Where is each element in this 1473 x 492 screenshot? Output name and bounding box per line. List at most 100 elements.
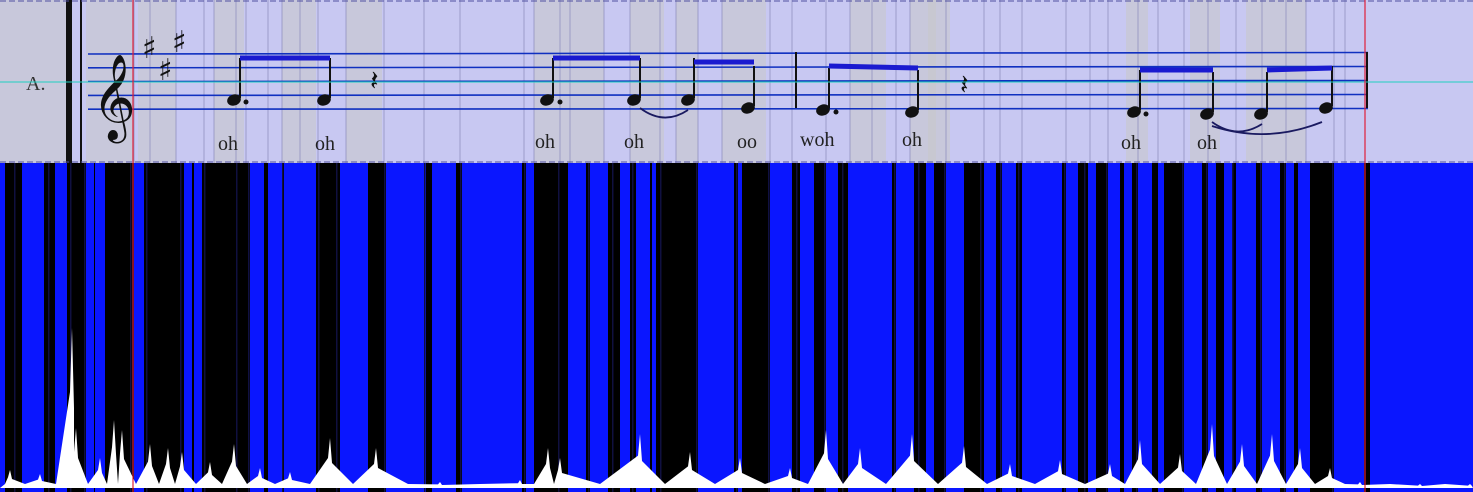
divider-line <box>660 163 662 492</box>
note-head <box>317 94 331 106</box>
column-projection-area <box>0 163 1473 492</box>
blue-column-band <box>698 163 734 492</box>
blue-column-band <box>738 163 742 492</box>
lyric-syllable: oh <box>315 133 335 155</box>
note-head <box>227 94 241 106</box>
blue-column-band <box>1124 163 1132 492</box>
blue-column-band <box>1298 163 1310 492</box>
blue-column-band <box>0 163 5 492</box>
divider-line <box>1206 163 1208 492</box>
note-head <box>1319 102 1333 114</box>
lyric-syllable: oh <box>218 133 238 155</box>
note-beam <box>1266 65 1333 73</box>
divider-line <box>282 163 284 492</box>
staff-line <box>87 107 1369 110</box>
blue-column-band <box>268 163 282 492</box>
divider-line <box>824 163 826 492</box>
divider-line <box>612 163 614 492</box>
divider-line <box>1136 163 1138 492</box>
blue-column-band <box>984 163 996 492</box>
divider-line <box>1064 163 1066 492</box>
divider-line <box>1232 163 1234 492</box>
divider-line <box>944 163 946 492</box>
blue-column-band <box>340 163 368 492</box>
divider-line <box>1000 163 1002 492</box>
blue-column-band <box>1066 163 1078 492</box>
divider-line <box>1018 163 1020 492</box>
divider-line <box>130 163 132 492</box>
blue-column-band <box>386 163 426 492</box>
lyric-syllable: oh <box>902 129 922 151</box>
blue-column-band <box>462 163 522 492</box>
lyric-syllable: oo <box>737 131 757 153</box>
augmentation-dot <box>833 109 839 115</box>
divider-line <box>336 163 338 492</box>
augmentation-dot <box>1143 111 1149 117</box>
divider-line <box>1260 163 1262 492</box>
blue-column-band <box>1138 163 1152 492</box>
divider-line <box>894 163 896 492</box>
lyric-syllable: oh <box>624 131 644 153</box>
divider-line <box>918 163 920 492</box>
divider-line <box>248 163 250 492</box>
divider-line <box>1084 163 1086 492</box>
lyric-syllable: oh <box>1121 132 1141 154</box>
ink-density-profile <box>0 328 1473 488</box>
blue-column-band <box>946 163 964 492</box>
note-head <box>1254 108 1268 120</box>
divider-line <box>84 163 86 492</box>
staff-line <box>87 51 1369 55</box>
rest-icon: 𝄽 <box>370 64 379 97</box>
note-head <box>540 94 554 106</box>
staff-line <box>87 65 1369 69</box>
blue-column-band <box>568 163 586 492</box>
tie-curve <box>639 107 689 119</box>
blue-column-band <box>590 163 608 492</box>
blue-column-band <box>184 163 192 492</box>
divider-line <box>146 163 148 492</box>
divider-line <box>14 163 16 492</box>
divider-line <box>70 163 72 492</box>
blue-column-band <box>1022 163 1062 492</box>
blue-column-band <box>848 163 892 492</box>
blue-column-band <box>95 163 105 492</box>
barline <box>1366 52 1368 108</box>
augmentation-dot <box>557 99 563 105</box>
divider-line <box>588 163 590 492</box>
staff-line <box>87 79 1369 83</box>
note-head <box>905 106 919 118</box>
blue-column-band <box>1262 163 1280 492</box>
blue-column-band <box>896 163 914 492</box>
divider-line <box>318 163 320 492</box>
divider-line <box>796 163 798 492</box>
lyric-syllable: oh <box>535 131 555 153</box>
blue-column-band <box>636 163 650 492</box>
blue-column-band <box>652 163 656 492</box>
blue-column-band <box>55 163 67 492</box>
note-head <box>1200 108 1214 120</box>
blue-column-band <box>826 163 838 492</box>
note-head <box>1127 106 1141 118</box>
divider-line <box>558 163 560 492</box>
note-head <box>627 94 641 106</box>
blue-column-band <box>1286 163 1294 492</box>
blue-column-band <box>1002 163 1016 492</box>
lyrics-line: oh oh oh oh oo woh oh oh oh <box>218 129 1217 155</box>
blue-column-band <box>620 163 630 492</box>
lyric-syllable: oh <box>1197 132 1217 154</box>
divider-line <box>1182 163 1184 492</box>
score-strip: 𝄞 ♯ ♯ ♯ A. 𝄽 𝄽 oh oh oh oh oo woh oh oh o… <box>0 0 1473 163</box>
blue-column-band <box>1334 163 1364 492</box>
augmentation-dot <box>243 99 249 105</box>
blue-column-band <box>432 163 456 492</box>
divider-line <box>524 163 526 492</box>
divider-line <box>768 163 770 492</box>
note-head <box>741 102 755 114</box>
divider-line <box>632 163 634 492</box>
blue-column-band <box>1158 163 1164 492</box>
blue-column-band <box>194 163 202 492</box>
tie-curve <box>1211 121 1323 135</box>
blue-column-band <box>1184 163 1202 492</box>
staff-lines <box>87 51 1369 110</box>
